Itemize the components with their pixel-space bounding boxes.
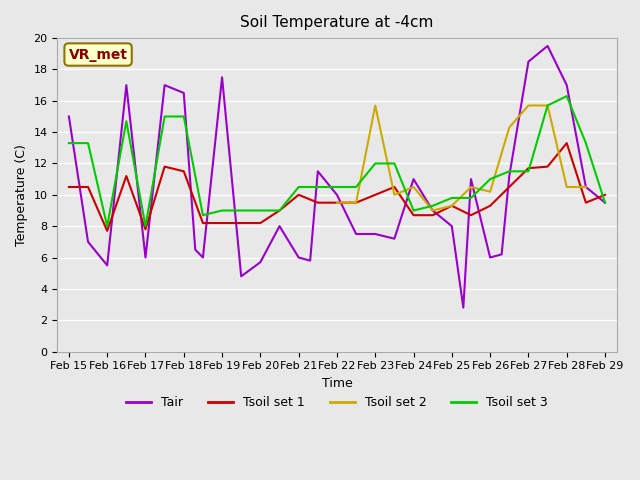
Title: Soil Temperature at -4cm: Soil Temperature at -4cm: [240, 15, 434, 30]
Legend: Tair, Tsoil set 1, Tsoil set 2, Tsoil set 3: Tair, Tsoil set 1, Tsoil set 2, Tsoil se…: [121, 391, 553, 414]
Text: VR_met: VR_met: [68, 48, 127, 61]
X-axis label: Time: Time: [321, 377, 353, 390]
Y-axis label: Temperature (C): Temperature (C): [15, 144, 28, 246]
